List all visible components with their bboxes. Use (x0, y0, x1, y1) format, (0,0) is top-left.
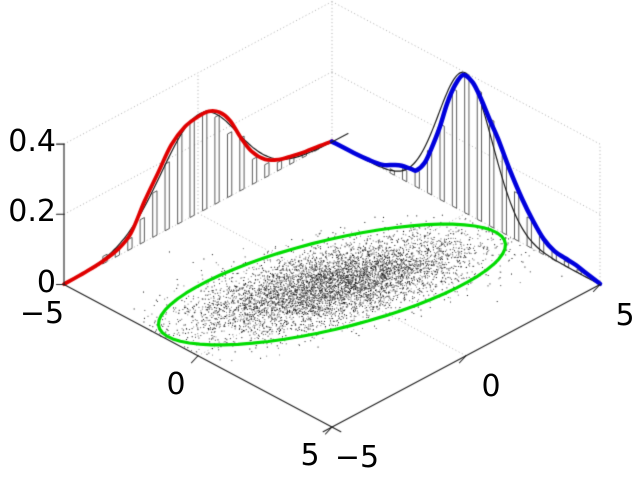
x-tick-label-0: −5 (19, 295, 65, 331)
y-tick-label-2: 5 (615, 297, 635, 333)
z-tick-label-2: 0.4 (8, 124, 56, 160)
y-tick-label-0: −5 (334, 440, 380, 475)
z-tick-label-0: 0 (36, 264, 56, 300)
x-tick-label-2: 5 (300, 438, 320, 473)
x-tick-label-1: 0 (166, 366, 186, 402)
y-tick-label-1: 0 (481, 368, 501, 404)
z-tick-label-1: 0.2 (8, 194, 56, 230)
